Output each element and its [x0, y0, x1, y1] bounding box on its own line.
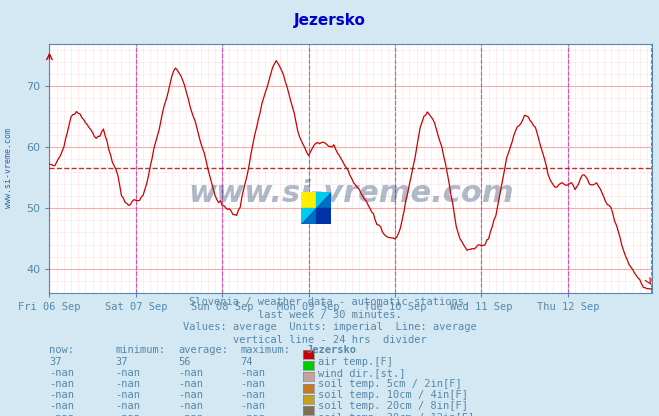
Text: -nan: -nan: [115, 390, 140, 400]
Bar: [301, 208, 316, 224]
Text: -nan: -nan: [241, 390, 266, 400]
Text: 56: 56: [178, 357, 190, 366]
Text: www.si-vreme.com: www.si-vreme.com: [4, 129, 13, 208]
Polygon shape: [301, 193, 331, 224]
Text: 37: 37: [115, 357, 128, 366]
Text: -nan: -nan: [115, 379, 140, 389]
Bar: [301, 193, 316, 208]
Text: -nan: -nan: [241, 379, 266, 389]
Text: soil temp. 5cm / 2in[F]: soil temp. 5cm / 2in[F]: [318, 379, 462, 389]
Text: maximum:: maximum:: [241, 345, 291, 355]
Text: 74: 74: [241, 357, 253, 366]
Text: -nan: -nan: [115, 368, 140, 378]
Text: Jezersko: Jezersko: [293, 13, 366, 28]
Text: -nan: -nan: [49, 368, 74, 378]
Text: Values: average  Units: imperial  Line: average: Values: average Units: imperial Line: av…: [183, 322, 476, 332]
Text: vertical line - 24 hrs  divider: vertical line - 24 hrs divider: [233, 335, 426, 345]
Text: -nan: -nan: [49, 379, 74, 389]
Text: -nan: -nan: [178, 401, 203, 411]
Text: -nan: -nan: [178, 379, 203, 389]
Text: wind dir.[st.]: wind dir.[st.]: [318, 368, 406, 378]
Text: -nan: -nan: [115, 401, 140, 411]
Text: -nan: -nan: [49, 413, 74, 416]
Text: -nan: -nan: [49, 390, 74, 400]
Text: Jezersko: Jezersko: [306, 345, 357, 355]
Text: -nan: -nan: [115, 413, 140, 416]
Text: www.si-vreme.com: www.si-vreme.com: [188, 179, 514, 208]
Text: Slovenia / weather data - automatic stations.: Slovenia / weather data - automatic stat…: [189, 297, 470, 307]
Text: 37: 37: [49, 357, 62, 366]
Text: -nan: -nan: [49, 401, 74, 411]
Text: now:: now:: [49, 345, 74, 355]
Text: average:: average:: [178, 345, 228, 355]
Text: air temp.[F]: air temp.[F]: [318, 357, 393, 366]
Text: minimum:: minimum:: [115, 345, 165, 355]
Text: soil temp. 10cm / 4in[F]: soil temp. 10cm / 4in[F]: [318, 390, 469, 400]
Text: -nan: -nan: [178, 390, 203, 400]
Text: soil temp. 30cm / 12in[F]: soil temp. 30cm / 12in[F]: [318, 413, 474, 416]
Text: -nan: -nan: [178, 368, 203, 378]
Bar: [316, 193, 331, 208]
Text: last week / 30 minutes.: last week / 30 minutes.: [258, 310, 401, 320]
Text: -nan: -nan: [241, 413, 266, 416]
Text: -nan: -nan: [241, 368, 266, 378]
Text: -nan: -nan: [178, 413, 203, 416]
Text: -nan: -nan: [241, 401, 266, 411]
Bar: [316, 208, 331, 224]
Text: soil temp. 20cm / 8in[F]: soil temp. 20cm / 8in[F]: [318, 401, 469, 411]
